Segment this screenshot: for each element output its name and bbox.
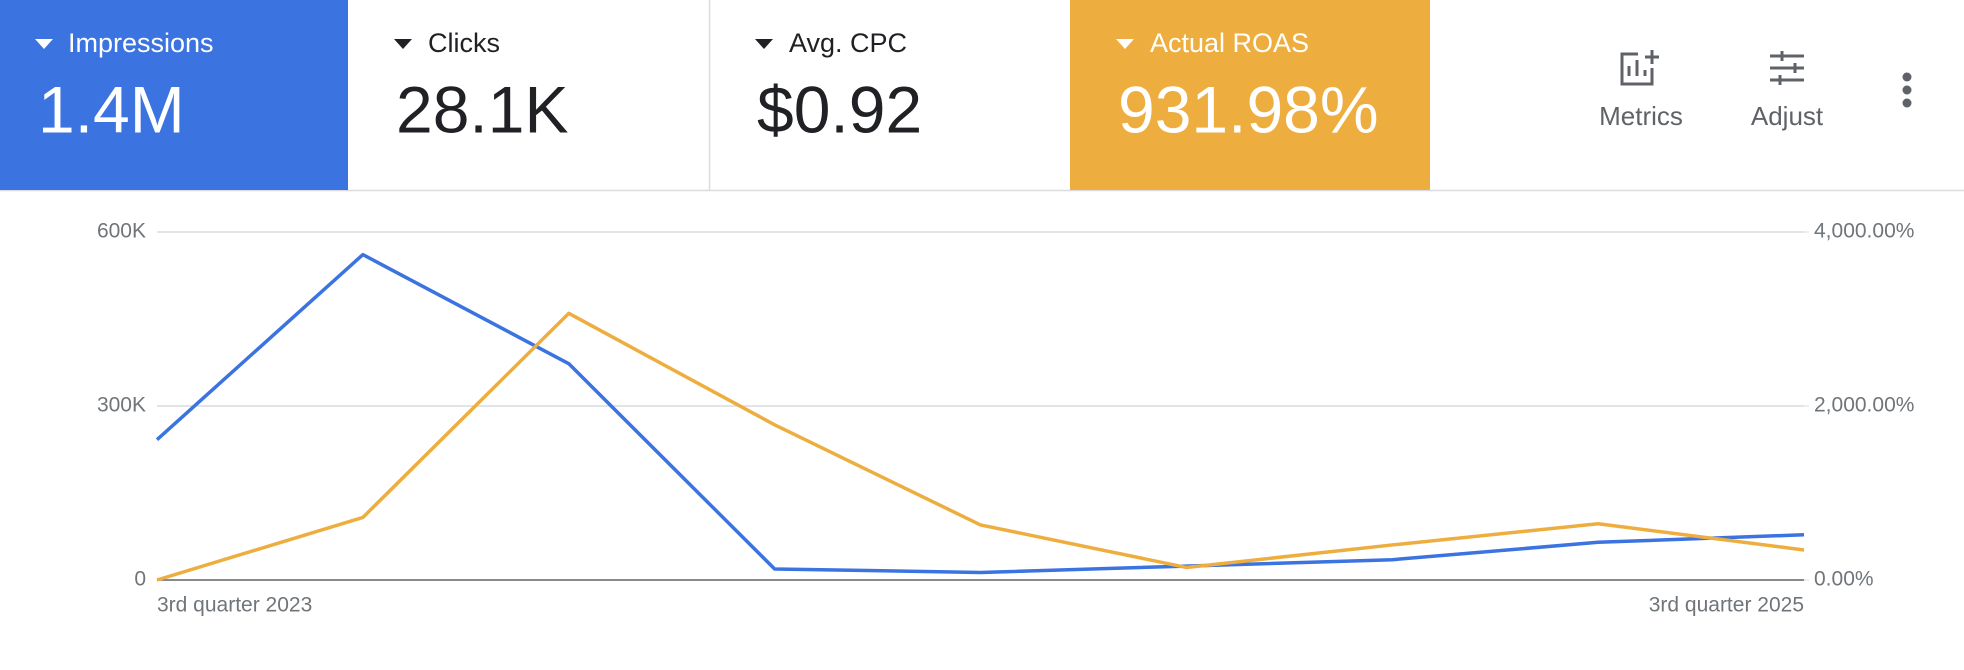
card-value: 931.98% (1118, 72, 1379, 146)
metrics-icon (1620, 50, 1659, 86)
y2-tick-label: 0.00% (1814, 568, 1874, 591)
card-label: Actual ROAS (1150, 28, 1309, 58)
metric-card[interactable]: Clicks 28.1K (394, 28, 568, 146)
metric-card[interactable]: Avg. CPC $0.92 (755, 28, 922, 146)
card-value: $0.92 (757, 72, 922, 146)
card-background (0, 0, 348, 190)
metrics-button[interactable]: Metrics (1599, 50, 1683, 131)
dropdown-arrow (35, 39, 53, 49)
dropdown-arrow (755, 39, 773, 49)
y2-tick-label: 4,000.00% (1814, 220, 1914, 243)
dot (1902, 98, 1912, 108)
metric-card[interactable]: Actual ROAS 931.98% (1070, 0, 1430, 190)
card-label: Avg. CPC (789, 28, 907, 58)
card-value: 28.1K (396, 72, 568, 146)
adjust-button[interactable]: Adjust (1751, 51, 1824, 131)
metrics-label: Metrics (1599, 101, 1683, 131)
dropdown-arrow (1116, 39, 1134, 49)
dot (1902, 85, 1912, 95)
y2-tick-label: 2,000.00% (1814, 394, 1914, 417)
adjust-label: Adjust (1751, 101, 1824, 131)
dropdown-arrow (394, 39, 412, 49)
card-value: 1.4M (38, 72, 185, 146)
y-tick-label: 0 (134, 568, 146, 591)
x-tick-label: 3rd quarter 2023 (157, 594, 312, 617)
more-button[interactable] (1902, 72, 1912, 108)
card-background (1070, 0, 1430, 190)
dot (1902, 72, 1912, 82)
card-label: Impressions (68, 28, 214, 58)
x-tick-label: 3rd quarter 2025 (1649, 594, 1804, 617)
metric-card[interactable]: Impressions 1.4M (0, 0, 348, 190)
y-tick-label: 300K (97, 394, 146, 417)
series-line (155, 252, 1805, 575)
card-label: Clicks (428, 28, 500, 58)
series-line (156, 311, 1805, 582)
adjust-icon (1770, 51, 1804, 85)
y-tick-label: 600K (97, 220, 146, 243)
